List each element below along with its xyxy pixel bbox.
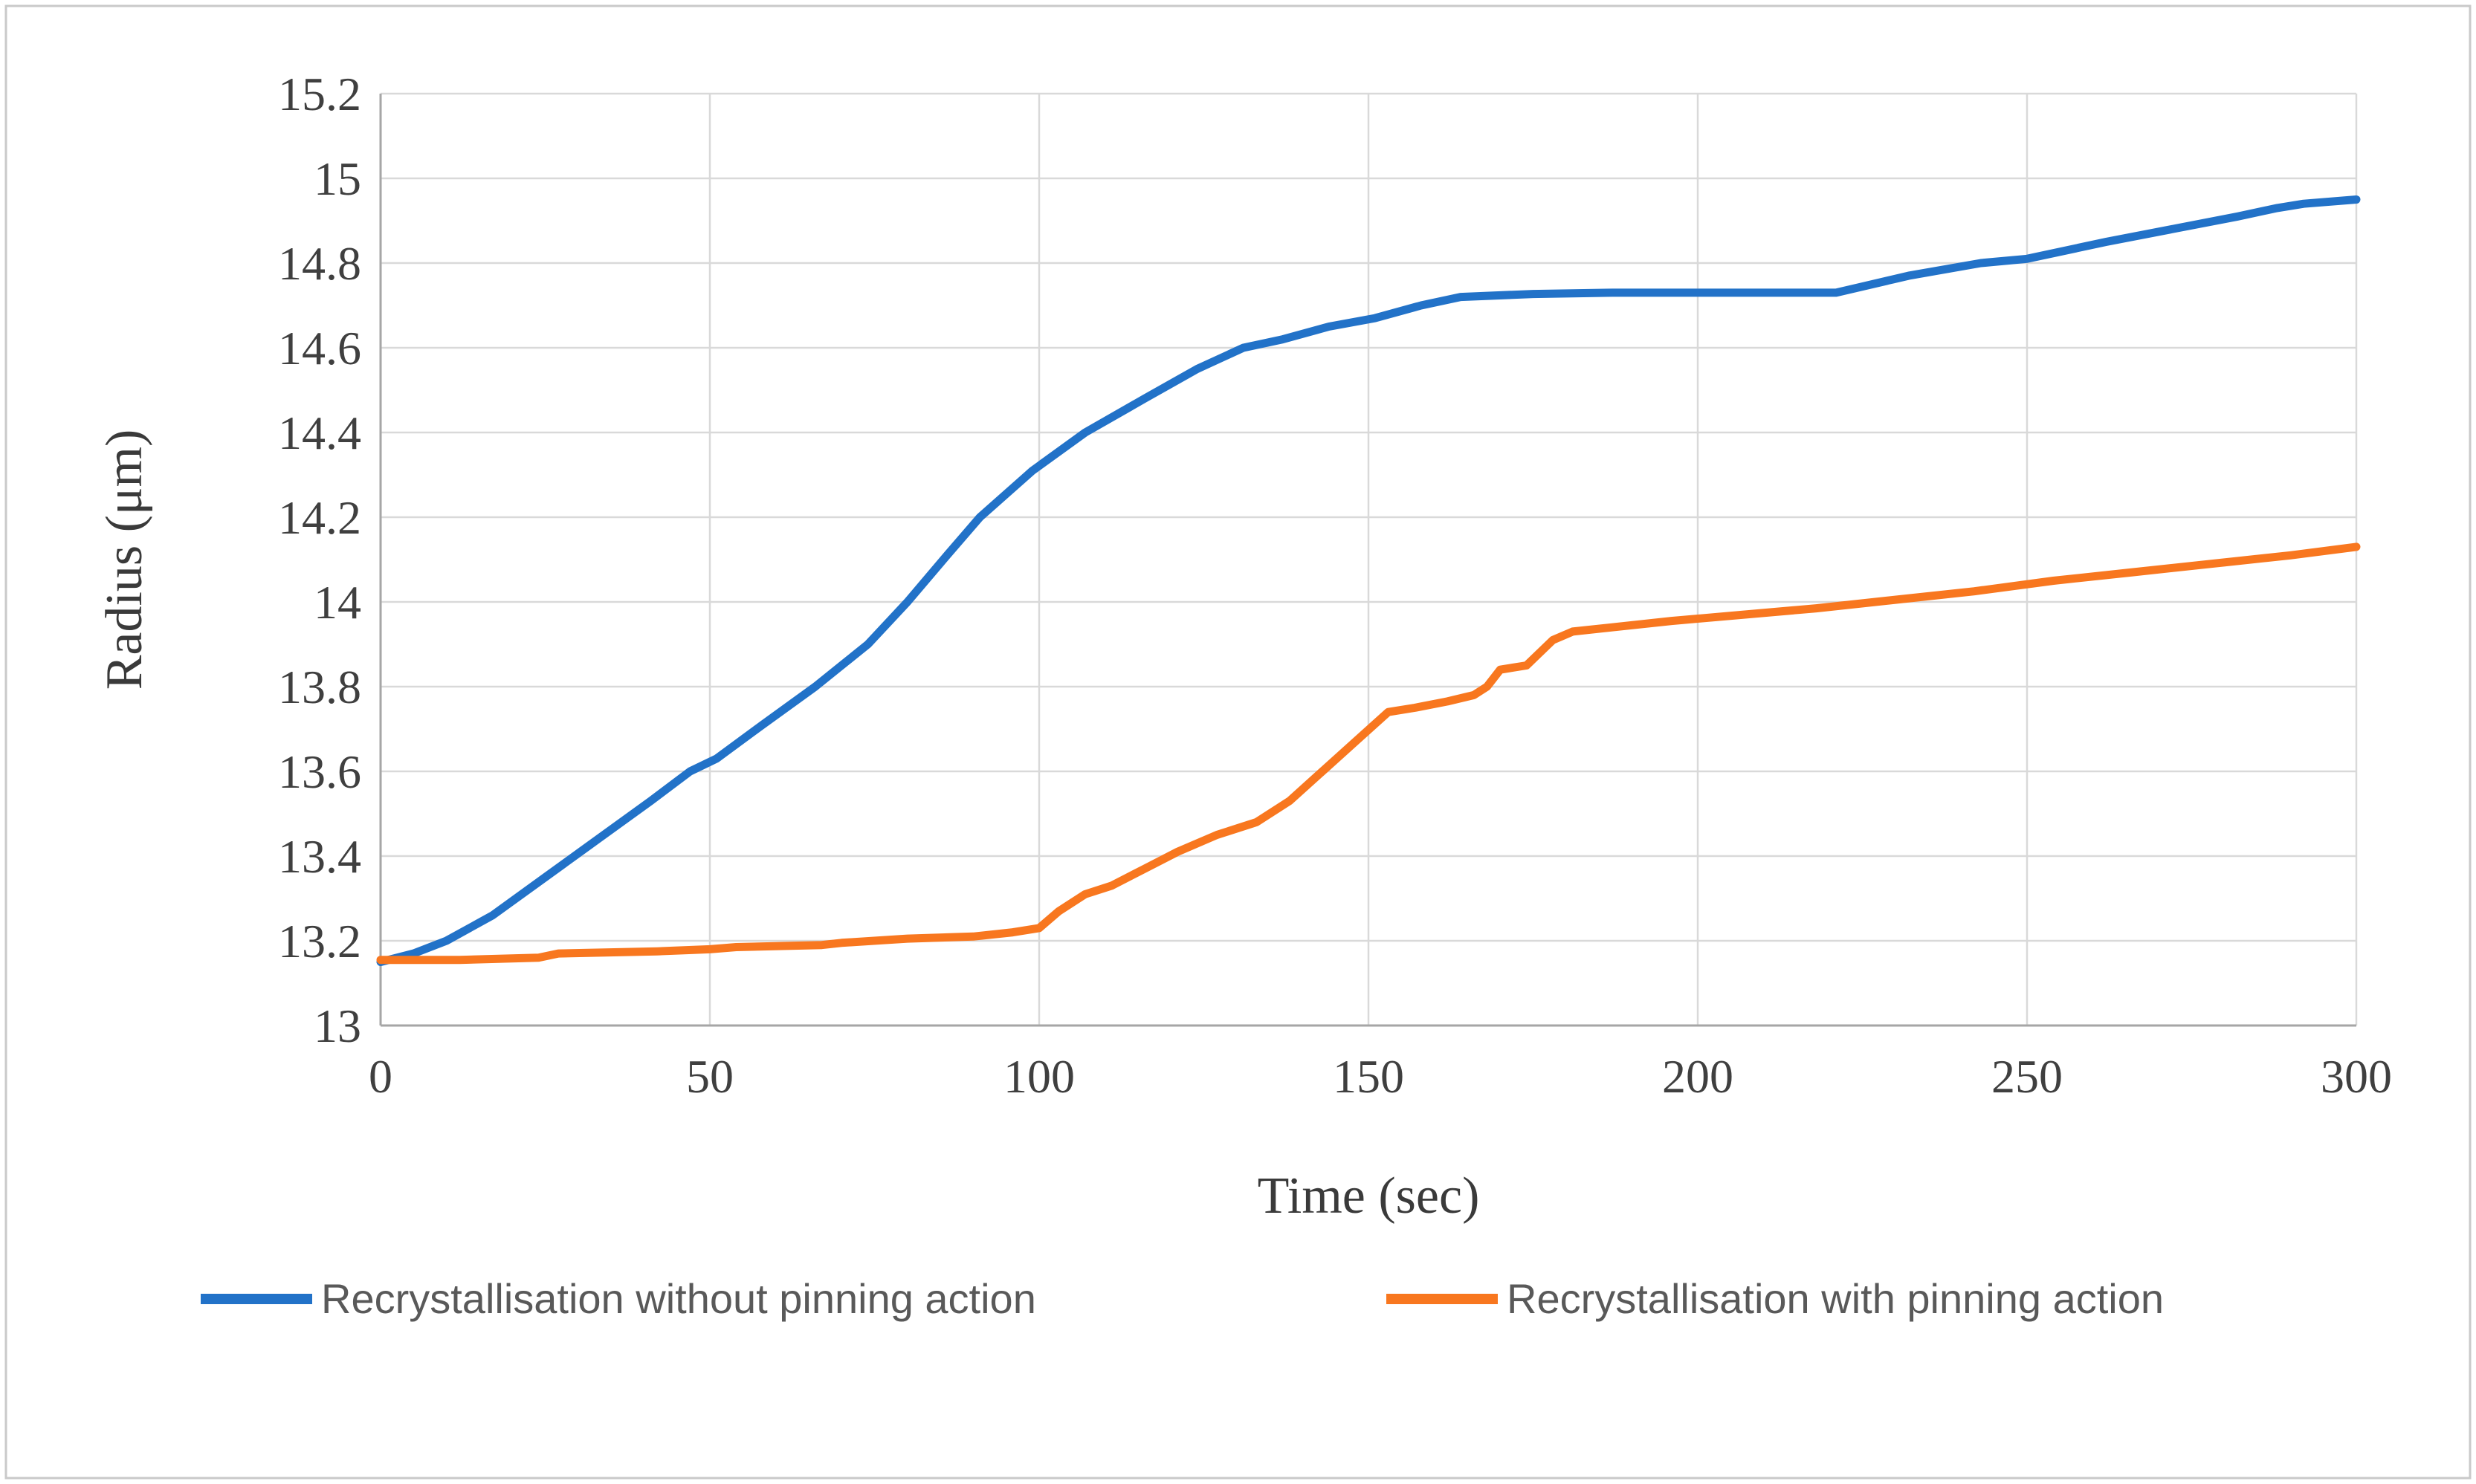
y-tick-label: 13.2	[278, 915, 361, 968]
legend-label-with-pinning: Recrystallisation with pinning action	[1507, 1275, 2164, 1322]
axis-lines	[379, 94, 2356, 1027]
x-tick-label: 250	[1991, 1050, 2063, 1103]
gridlines	[381, 92, 2358, 1025]
x-tick-label: 200	[1662, 1050, 1733, 1103]
y-tick-label: 13.6	[278, 745, 361, 798]
y-tick-label: 14	[314, 576, 361, 629]
series-line-with-pinning	[376, 542, 2361, 965]
y-tick-label: 14.2	[278, 491, 361, 544]
y-tick-label: 14.8	[278, 237, 361, 290]
x-tick-label: 150	[1333, 1050, 1404, 1103]
x-tick-label: 100	[1003, 1050, 1075, 1103]
y-tick-label: 15.2	[278, 68, 361, 120]
y-axis-title: Radius (μm)	[96, 430, 153, 690]
y-tick-label: 14.4	[278, 406, 361, 459]
y-tick-label: 13	[314, 999, 361, 1052]
legend: Recrystallisation without pinning action…	[201, 1275, 2164, 1322]
x-tick-label: 0	[369, 1050, 392, 1103]
y-tick-label: 14.6	[278, 322, 361, 375]
x-tick-label: 300	[2321, 1050, 2392, 1103]
y-tick-label: 13.8	[278, 661, 361, 713]
y-tick-label: 13.4	[278, 830, 361, 883]
x-axis-title: Time (sec)	[1258, 1167, 1480, 1225]
data-series-lines	[376, 195, 2361, 966]
tick-labels: 13 13.2 13.4 13.6 13.8 14 14.2 14.4 14.6 14.8 15 15…	[278, 68, 2392, 1103]
x-tick-label: 50	[686, 1050, 734, 1103]
y-tick-label: 15	[314, 152, 361, 205]
legend-label-without-pinning: Recrystallisation without pinning action	[321, 1275, 1036, 1322]
chart-border	[4, 4, 2472, 1480]
series-line-without-pinning	[376, 195, 2361, 966]
